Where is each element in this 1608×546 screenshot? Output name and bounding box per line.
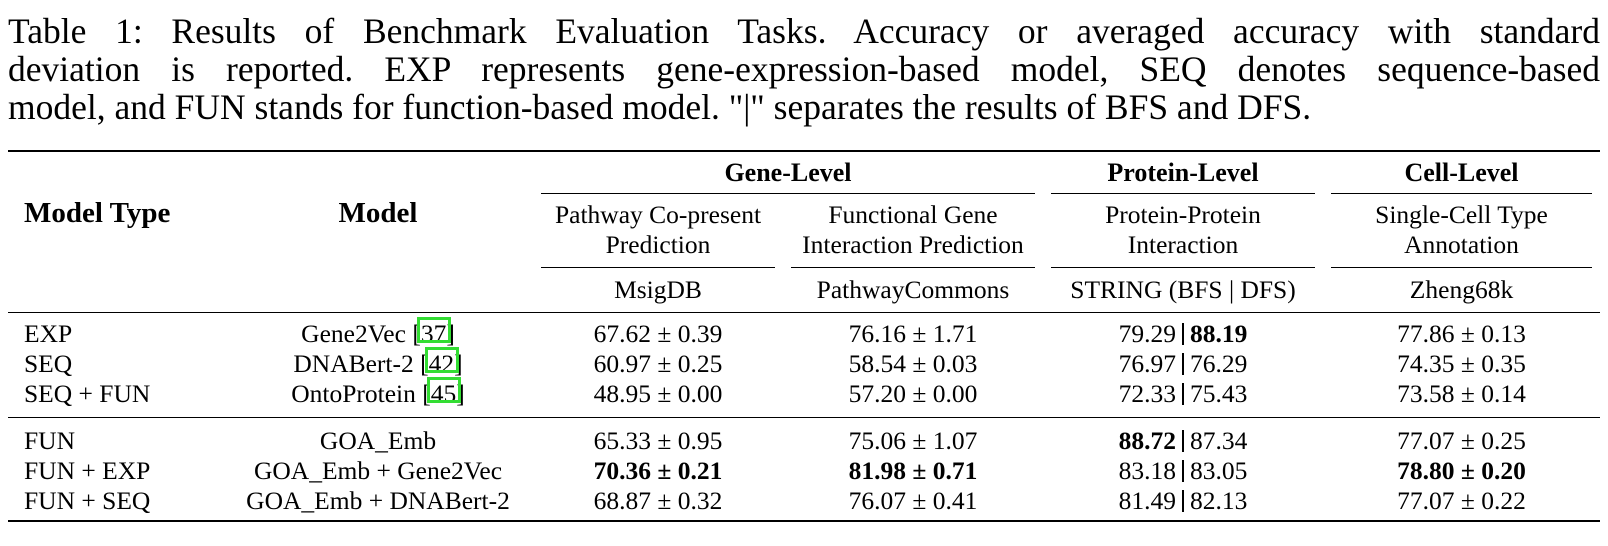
citation-link[interactable]: 45 (426, 377, 461, 409)
header-model-type: Model Type (24, 197, 171, 229)
citation-link[interactable]: 42 (424, 347, 459, 379)
header-cell-level: Cell-Level (1323, 151, 1600, 194)
header-task-ppi: Protein-Protein Interaction (1043, 194, 1323, 268)
table-row: EXP Gene2Vec [37] 67.62 ± 0.39 76.16 ± 1… (8, 312, 1600, 350)
separator-bar (1182, 460, 1184, 482)
results-table: Model Type Model Gene-Level Protein-Leve… (8, 150, 1600, 522)
highlight-box (426, 377, 461, 403)
header-task-functional: Functional Gene Interaction Prediction (783, 194, 1043, 268)
table-row: FUN + SEQ GOA_Emb + DNABert-2 68.87 ± 0.… (8, 486, 1600, 521)
header-model: Model (338, 197, 418, 229)
separator-bar (1182, 323, 1184, 345)
table-row: SEQ DNABert-2 [42] 60.97 ± 0.25 58.54 ± … (24, 347, 1526, 379)
citation-link[interactable]: 37 (416, 317, 451, 349)
header-protein-level: Protein-Level (1043, 151, 1323, 194)
caption-line-2: deviation is reported. EXP represents ge… (8, 49, 1600, 89)
caption-line-3: model, and FUN stands for function-based… (8, 87, 1312, 127)
table-row: FUN GOA_Emb 65.33 ± 0.95 75.06 ± 1.07 88… (8, 417, 1600, 457)
highlight-box (424, 347, 459, 373)
caption-line-1: Table 1: Results of Benchmark Evaluation… (8, 11, 1600, 51)
header-gene-level: Gene-Level (533, 151, 1043, 194)
highlight-box (416, 317, 451, 343)
header-dataset-pathwaycommons: PathwayCommons (816, 275, 1010, 304)
table-row: SEQ + FUN OntoProtein [45] 48.95 ± 0.00 … (24, 377, 1526, 409)
separator-bar (1182, 353, 1184, 375)
separator-bar (1182, 383, 1184, 405)
header-task-pathway: Pathway Co-present Prediction (533, 194, 783, 268)
separator-bar (1182, 430, 1184, 452)
header-dataset-msigdb: MsigDB (614, 275, 702, 304)
separator-bar (1182, 490, 1184, 512)
header-dataset-zheng68k: Zheng68k (1409, 275, 1514, 304)
header-dataset-string: STRING (BFS | DFS) (1070, 275, 1296, 304)
table-row: FUN + EXP GOA_Emb + Gene2Vec 70.36 ± 0.2… (24, 456, 1526, 485)
header-task-celltype: Single-Cell Type Annotation (1323, 194, 1600, 268)
table-caption: Table 1: Results of Benchmark Evaluation… (8, 12, 1600, 126)
